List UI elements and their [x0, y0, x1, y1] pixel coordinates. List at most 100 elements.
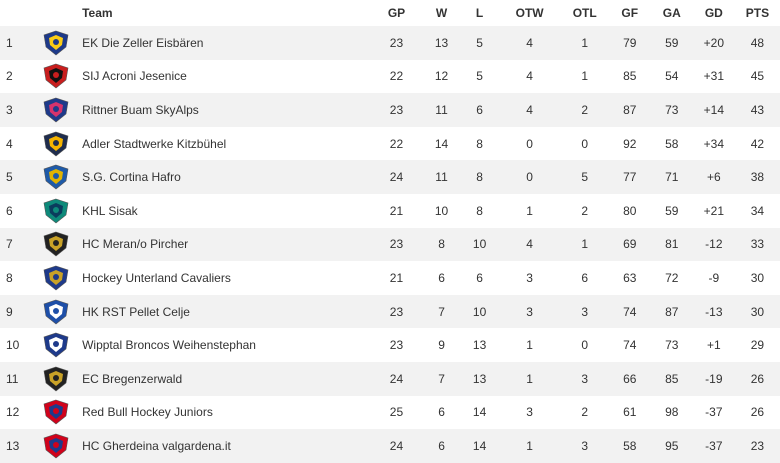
table-row[interactable]: 4 Adler Stadtwerke Kitzbühel 22 14 8 0 0 92 58 +3…	[0, 126, 780, 161]
table-row[interactable]: 3 Rittner Buam SkyAlps 23 11 6 4 2 87 73 +14 43	[0, 93, 780, 127]
gd-cell: -37	[705, 438, 723, 453]
gd-cell: -12	[705, 237, 723, 252]
team-name-link[interactable]: Adler Stadtwerke Kitzbühel	[82, 136, 227, 151]
gp-cell: 24	[389, 170, 404, 185]
gf-cell: 77	[623, 170, 637, 185]
table-row[interactable]: 8 Hockey Unterland Cavaliers 21 6 6 3 6 63 72 -9 3…	[0, 261, 780, 295]
team-name-link[interactable]: Wipptal Broncos Weihenstephan	[82, 338, 256, 353]
team-name-link[interactable]: HK RST Pellet Celje	[82, 304, 190, 319]
team-name-link[interactable]: EC Bregenzerwald	[82, 371, 183, 386]
pts-header[interactable]: PTS	[745, 6, 770, 20]
pts-cell: 29	[750, 338, 765, 353]
table-body: 1 EK Die Zeller Eisbären 23 13 5 4 1 79 59 +20 48 2…	[0, 26, 780, 463]
table-row[interactable]: 13 HC Gherdeina valgardena.it 24 6 14 1 3 58 95-…	[0, 429, 780, 463]
ga-cell: 72	[665, 270, 679, 285]
gf-header[interactable]: GF	[621, 6, 639, 20]
pts-cell: 26	[750, 371, 765, 386]
gp-header[interactable]: GP	[387, 6, 406, 20]
gd-header[interactable]: GD	[704, 6, 723, 20]
team-name-link[interactable]: HC Meran/o Pircher	[82, 237, 189, 252]
eagle-logo-icon	[42, 131, 70, 157]
gd-cell: +31	[703, 69, 725, 84]
table-row[interactable]: 11 EC Bregenzerwald 24 7 13 1 3 66 85 -19 26	[0, 361, 780, 396]
sisak-knight-logo-icon	[42, 198, 70, 224]
l-cell: 14	[472, 438, 487, 453]
l-cell: 13	[472, 371, 487, 386]
team-name-link[interactable]: Rittner Buam SkyAlps	[82, 102, 199, 117]
gp-cell: 24	[389, 438, 404, 453]
l-cell: 10	[472, 237, 487, 252]
team-name-link[interactable]: Hockey Unterland Cavaliers	[82, 270, 231, 285]
team-logo-cell	[29, 60, 82, 94]
w-cell: 6	[438, 270, 445, 285]
rank-cell: 13	[6, 438, 20, 453]
l-cell: 8	[476, 203, 483, 218]
bregenzerwald-logo-icon	[42, 366, 70, 392]
ga-cell: 87	[665, 304, 679, 319]
table-row[interactable]: 1 EK Die Zeller Eisbären 23 13 5 4 1 79 59 +20 48	[0, 26, 780, 60]
table-row[interactable]: 2 SIJ Acroni Jesenice 22 12 5 4 1 85 54 +31 45	[0, 59, 780, 94]
team-name-link[interactable]: KHL Sisak	[82, 203, 138, 218]
team-name-link[interactable]: HC Gherdeina valgardena.it	[82, 438, 231, 453]
otw-header[interactable]: OTW	[515, 6, 544, 20]
team-name-link[interactable]: S.G. Cortina Hafro	[82, 170, 181, 185]
table-row[interactable]: 7 HC Meran/o Pircher 23 8 10 4 1 69 81 -12 33	[0, 227, 780, 262]
l-cell: 8	[476, 136, 483, 151]
gd-cell: +20	[703, 35, 725, 50]
w-cell: 7	[438, 371, 445, 386]
rittner-buam-logo-icon	[42, 97, 70, 123]
otw-cell: 4	[526, 237, 533, 252]
pts-cell: 48	[750, 35, 765, 50]
otl-cell: 1	[581, 69, 589, 84]
ga-header[interactable]: GA	[662, 6, 681, 20]
pts-cell: 38	[750, 170, 765, 185]
ga-cell: 59	[665, 203, 679, 218]
l-cell: 6	[476, 102, 483, 117]
ga-cell: 73	[665, 102, 679, 117]
gd-cell: -19	[705, 371, 723, 386]
w-cell: 6	[438, 438, 445, 453]
w-cell: 8	[438, 237, 445, 252]
pts-cell: 42	[750, 136, 765, 151]
l-header[interactable]: L	[475, 6, 484, 20]
ga-cell: 73	[665, 338, 679, 353]
gd-cell: +6	[707, 170, 721, 185]
team-name-link[interactable]: SIJ Acroni Jesenice	[82, 69, 187, 84]
team-name-link[interactable]: EK Die Zeller Eisbären	[82, 35, 204, 50]
table-row[interactable]: 5 S.G. Cortina Hafro 24 11 8 0 5 77 71 +6 38	[0, 160, 780, 194]
otw-cell: 1	[526, 203, 533, 218]
team-logo-cell	[29, 261, 82, 295]
gf-cell: 69	[623, 237, 637, 252]
gf-cell: 92	[623, 136, 637, 151]
otl-header[interactable]: OTL	[572, 6, 597, 20]
table-row[interactable]: 9 HK RST Pellet Celje 23 7 10 3 3 74 87 -13 30	[0, 294, 780, 329]
table-row[interactable]: 12 Red Bull Hockey Juniors 25 6 14 3 2 61 98 -37 2…	[0, 395, 780, 430]
gp-cell: 23	[389, 102, 404, 117]
team-logo-cell	[29, 160, 82, 194]
gherdeina-logo-icon	[42, 433, 70, 459]
gf-cell: 74	[623, 338, 637, 353]
team-logo-cell	[29, 228, 82, 262]
team-logo-cell	[29, 328, 82, 362]
w-cell: 6	[438, 405, 445, 420]
otw-cell: 0	[526, 170, 533, 185]
ga-cell: 59	[665, 35, 679, 50]
gd-cell: +1	[707, 338, 721, 353]
rank-cell: 11	[6, 371, 19, 386]
gf-cell: 63	[623, 270, 637, 285]
ga-cell: 71	[665, 170, 679, 185]
table-row[interactable]: 6 KHL Sisak 21 10 8 1 2 80 59 +21 34	[0, 193, 780, 228]
team-logo-cell	[29, 26, 82, 60]
team-header[interactable]: Team	[82, 6, 113, 20]
broncos-horse-logo-icon	[42, 332, 70, 358]
team-logo-cell	[29, 194, 82, 228]
otw-cell: 3	[526, 405, 533, 420]
table-row[interactable]: 10 Wipptal Broncos Weihenstephan 23 9 13 1 0 74…	[0, 328, 780, 362]
team-name-link[interactable]: Red Bull Hockey Juniors	[82, 405, 213, 420]
l-cell: 14	[472, 405, 487, 420]
w-cell: 9	[438, 338, 445, 353]
gp-cell: 23	[389, 35, 404, 50]
rank-cell: 7	[6, 237, 13, 252]
w-header[interactable]: W	[435, 6, 448, 20]
l-cell: 10	[472, 304, 487, 319]
